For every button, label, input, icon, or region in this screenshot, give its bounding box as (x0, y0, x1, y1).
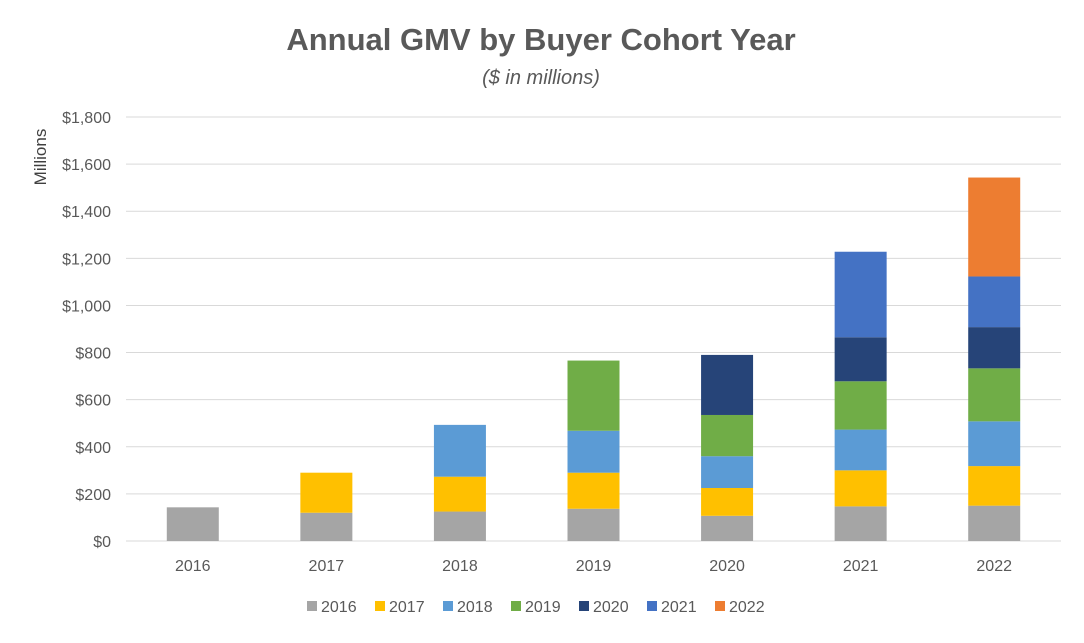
x-tick-label: 2019 (576, 558, 612, 575)
x-axis-ticks: 2016 2017 2018 2019 2020 2021 2022 (175, 558, 1012, 575)
legend-swatch (715, 601, 725, 611)
legend-label: 2017 (389, 599, 425, 616)
legend-item: 2018 (443, 599, 493, 616)
x-tick-label: 2021 (843, 558, 879, 575)
legend-swatch (647, 601, 657, 611)
bar-segment (968, 327, 1021, 369)
bar-segment (701, 354, 754, 415)
bar-segment (567, 430, 620, 473)
x-tick-label: 2016 (175, 558, 211, 575)
legend-item: 2019 (511, 599, 561, 616)
y-tick-label: $800 (75, 346, 111, 363)
bar-segment (834, 337, 887, 382)
bar-segment (968, 368, 1021, 422)
bar-segment (166, 507, 219, 541)
legend-label: 2020 (593, 599, 629, 616)
legend-item: 2020 (579, 599, 629, 616)
bar-segment (701, 515, 754, 541)
bar-segment (834, 251, 887, 338)
bar-segment (433, 476, 486, 512)
bar-segment (968, 466, 1021, 506)
legend-item: 2017 (375, 599, 425, 616)
y-tick-label: $400 (75, 440, 111, 457)
legend-item: 2021 (647, 599, 697, 616)
legend-item: 2022 (715, 599, 765, 616)
x-tick-label: 2018 (442, 558, 478, 575)
legend-label: 2016 (321, 599, 357, 616)
bars (166, 177, 1021, 541)
bar-segment (567, 360, 620, 431)
x-tick-label: 2020 (709, 558, 745, 575)
bar-segment (834, 429, 887, 471)
legend-swatch (443, 601, 453, 611)
x-tick-label: 2022 (976, 558, 1012, 575)
bar-segment (433, 424, 486, 477)
y-tick-label: $0 (93, 534, 111, 551)
chart-subtitle: ($ in millions) (482, 67, 600, 89)
legend-label: 2018 (457, 599, 493, 616)
y-tick-label: $200 (75, 487, 111, 504)
bar-segment (567, 508, 620, 541)
legend: 2016 2017 2018 2019 2020 2021 2022 (307, 599, 765, 616)
legend-swatch (511, 601, 521, 611)
y-tick-label: $1,200 (62, 251, 111, 268)
bar-segment (701, 414, 754, 457)
bar-segment (701, 456, 754, 488)
gridlines (126, 116, 1061, 542)
y-tick-label: $1,400 (62, 204, 111, 221)
legend-item: 2016 (307, 599, 357, 616)
bar-segment (701, 488, 754, 516)
bar-segment (567, 472, 620, 509)
legend-label: 2019 (525, 599, 561, 616)
bar-segment (433, 511, 486, 541)
chart-title: Annual GMV by Buyer Cohort Year (286, 22, 795, 57)
bar-segment (968, 177, 1021, 277)
x-tick-label: 2017 (309, 558, 345, 575)
y-tick-label: $1,600 (62, 157, 111, 174)
bar-segment (968, 421, 1021, 467)
bar-segment (834, 470, 887, 507)
bar-segment (300, 512, 353, 541)
y-tick-label: $600 (75, 393, 111, 410)
legend-label: 2021 (661, 599, 697, 616)
legend-swatch (579, 601, 589, 611)
legend-swatch (307, 601, 317, 611)
legend-label: 2022 (729, 599, 765, 616)
bar-segment (300, 472, 353, 513)
y-axis-label: Millions (31, 129, 50, 186)
bar-segment (834, 381, 887, 430)
legend-swatch (375, 601, 385, 611)
bar-segment (968, 276, 1021, 328)
y-axis-ticks: $0 $200 $400 $600 $800 $1,000 $1,200 $1,400 $1,6… (62, 110, 111, 551)
y-tick-label: $1,000 (62, 298, 111, 315)
bar-segment (968, 505, 1021, 541)
y-tick-label: $1,800 (62, 110, 111, 127)
bar-segment (834, 506, 887, 541)
